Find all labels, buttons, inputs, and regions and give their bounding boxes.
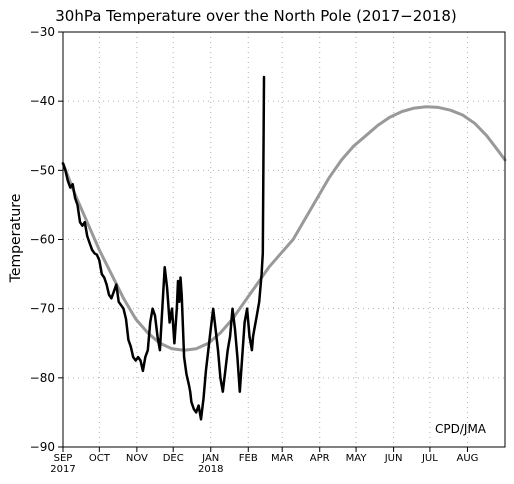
source-annotation: CPD/JMA <box>435 422 487 436</box>
x-tick-label: JUN <box>384 453 403 464</box>
chart-title: 30hPa Temperature over the North Pole (2… <box>55 7 457 25</box>
climatology-line <box>61 105 507 352</box>
x-tick-label: JAN <box>201 453 219 464</box>
y-tick-label: −50 <box>30 163 55 177</box>
observed-temperature-line <box>61 75 266 421</box>
y-tick-label: −70 <box>30 302 55 316</box>
y-axis: −30 −40 −50 −60 −70 −80 −90 <box>30 25 63 454</box>
y-tick-label: −30 <box>30 25 55 39</box>
x-axis: SEP OCT NOV DEC JAN FEB MAR APR MAY JUN JUL AUG 2017… <box>50 447 478 475</box>
x-tick-label: NOV <box>126 453 148 464</box>
x-tick-label: AUG <box>456 453 478 464</box>
x-tick-label: FEB <box>239 453 258 464</box>
x-tick-label: OCT <box>89 453 111 464</box>
x-tick-label: SEP <box>54 453 73 464</box>
y-tick-label: −80 <box>30 371 55 385</box>
x-tick-label: MAY <box>346 453 368 464</box>
grid <box>63 32 505 447</box>
x-year-label: 2018 <box>198 464 223 475</box>
x-year-label: 2017 <box>50 464 75 475</box>
y-tick-label: −90 <box>30 440 55 454</box>
x-tick-label: JUL <box>421 453 438 464</box>
x-tick-label: DEC <box>163 453 184 464</box>
y-tick-label: −60 <box>30 233 55 247</box>
y-tick-label: −40 <box>30 94 55 108</box>
x-tick-label: MAR <box>271 453 293 464</box>
x-tick-label: APR <box>310 453 330 464</box>
series-layer <box>61 75 507 421</box>
y-axis-label: Temperature <box>8 194 24 284</box>
